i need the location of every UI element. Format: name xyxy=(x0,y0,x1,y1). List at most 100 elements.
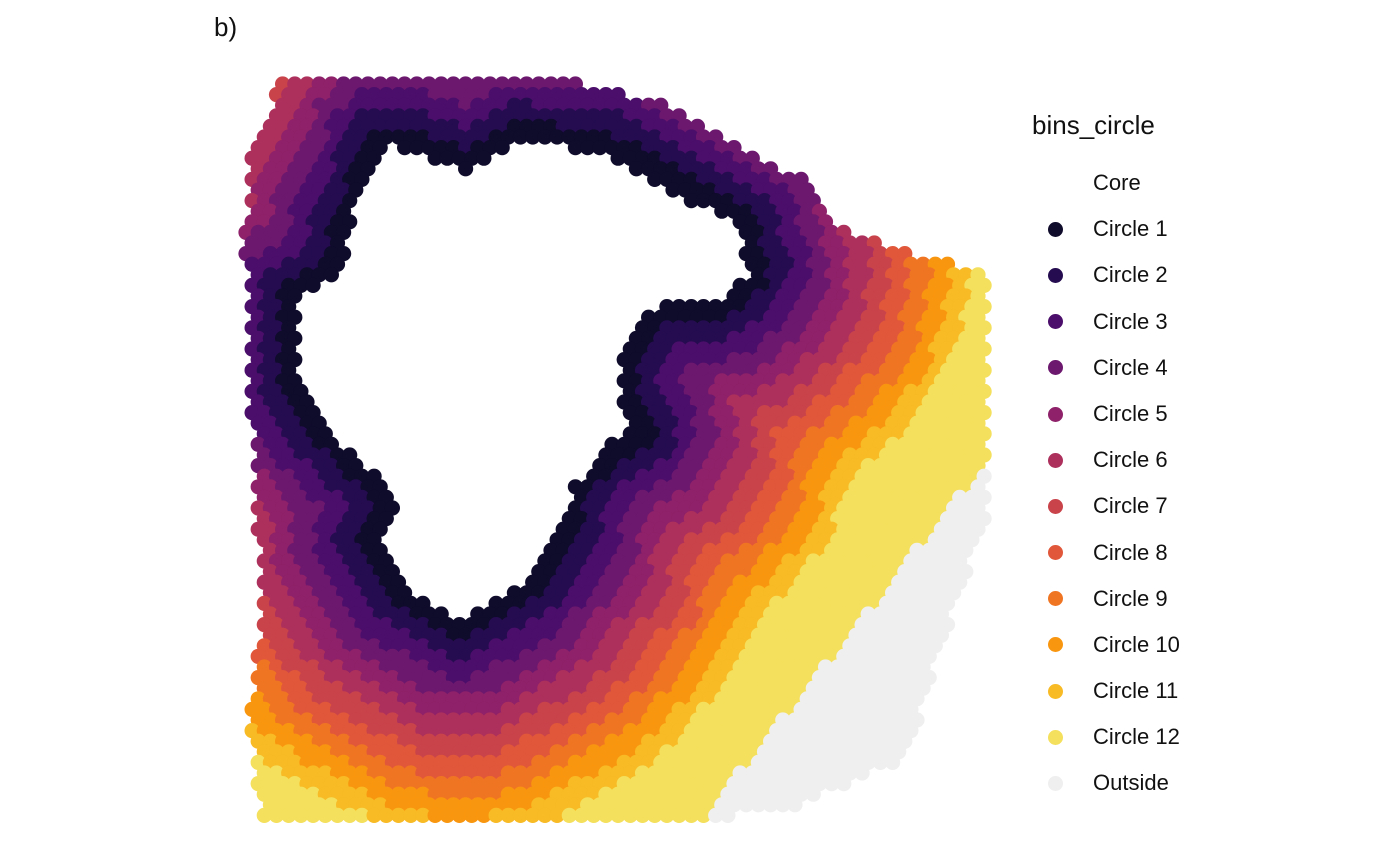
legend-label: Circle 12 xyxy=(1093,724,1180,750)
panel-tag: b) xyxy=(214,12,238,42)
spot xyxy=(610,807,626,824)
spot xyxy=(720,807,736,824)
spot xyxy=(415,807,431,824)
legend-item: Circle 7 xyxy=(1032,483,1168,529)
legend-label: Circle 3 xyxy=(1093,308,1168,334)
legend-item: Circle 11 xyxy=(1032,668,1178,714)
legend-key xyxy=(1048,498,1063,514)
spot xyxy=(317,807,333,824)
legend-key xyxy=(1048,683,1063,699)
legend-items: Core Circle 1 Circle 2 Circle 3 Circle 4 Circ… xyxy=(1032,160,1180,807)
legend-item: Circle 12 xyxy=(1032,714,1180,760)
legend-label: Circle 4 xyxy=(1093,354,1168,380)
spot xyxy=(390,807,407,824)
spot xyxy=(342,807,358,824)
spot xyxy=(854,765,870,781)
legend-item: Circle 9 xyxy=(1032,576,1168,622)
spot xyxy=(427,150,443,166)
legend-key xyxy=(1048,314,1063,330)
spot xyxy=(512,807,529,824)
spot xyxy=(738,797,754,813)
legend-key xyxy=(1048,545,1063,561)
spot xyxy=(665,182,681,198)
spot xyxy=(403,807,419,824)
spot xyxy=(525,129,541,145)
legend-item: Circle 5 xyxy=(1032,391,1168,437)
legend-item: Outside xyxy=(1032,760,1169,806)
spot xyxy=(750,797,767,813)
spot xyxy=(451,807,468,824)
spot xyxy=(464,807,480,824)
spot xyxy=(439,150,455,166)
legend-label: Circle 9 xyxy=(1093,585,1168,611)
spot xyxy=(366,807,382,824)
legend-item: Circle 10 xyxy=(1032,622,1180,668)
spot xyxy=(695,193,712,209)
spot xyxy=(647,171,663,187)
spot xyxy=(659,807,675,824)
legend-key xyxy=(1048,452,1063,468)
spot xyxy=(805,786,821,802)
legend-key xyxy=(1048,267,1063,283)
spot xyxy=(683,193,699,209)
spot xyxy=(293,807,309,824)
spot xyxy=(427,807,443,824)
legend-key xyxy=(1048,729,1063,745)
legend-key xyxy=(1048,776,1063,792)
spot xyxy=(634,807,651,824)
spot xyxy=(354,807,370,824)
legend-label: Circle 6 xyxy=(1093,447,1168,473)
spot xyxy=(268,807,285,824)
spot xyxy=(647,807,663,824)
spot-plot xyxy=(238,76,992,824)
spot xyxy=(787,797,803,813)
legend-item: Circle 1 xyxy=(1032,206,1168,252)
spot xyxy=(329,807,346,824)
spot xyxy=(409,140,425,156)
spot xyxy=(592,140,608,156)
spot xyxy=(610,150,626,166)
legend-item: Circle 4 xyxy=(1032,345,1168,391)
legend-label: Circle 5 xyxy=(1093,400,1168,426)
legend-item: Core xyxy=(1032,160,1155,206)
spot xyxy=(671,807,687,824)
spot xyxy=(305,807,321,824)
legend-label: Circle 7 xyxy=(1093,493,1168,519)
spot xyxy=(885,754,901,771)
legend-item: Circle 2 xyxy=(1032,252,1168,298)
spot xyxy=(397,140,413,156)
spot xyxy=(476,807,492,824)
legend-key xyxy=(1048,406,1063,422)
spot xyxy=(573,807,590,824)
spot xyxy=(305,277,321,293)
spot xyxy=(580,140,596,156)
spot xyxy=(439,807,455,824)
spot xyxy=(512,129,529,145)
legend-label: Core xyxy=(1093,170,1141,195)
legend-label: Circle 10 xyxy=(1093,631,1180,657)
spot xyxy=(824,776,840,792)
legend-key xyxy=(1048,221,1063,237)
spot xyxy=(281,807,297,824)
spot xyxy=(775,797,791,813)
legend-item: Circle 8 xyxy=(1032,530,1168,576)
spot xyxy=(549,129,565,145)
legend-key xyxy=(1048,591,1063,607)
legend-title: bins_circle xyxy=(1032,110,1155,140)
legend-item: Circle 3 xyxy=(1032,299,1168,345)
spot xyxy=(537,807,553,824)
spot xyxy=(525,807,541,824)
spot xyxy=(537,129,553,145)
spot xyxy=(567,140,584,156)
spot xyxy=(683,807,699,824)
spot xyxy=(598,807,614,824)
spot xyxy=(708,807,724,824)
spot xyxy=(494,140,510,156)
spot xyxy=(458,161,474,177)
spot xyxy=(586,807,602,824)
legend-key xyxy=(1048,637,1063,653)
spot xyxy=(561,807,577,824)
spot xyxy=(323,267,339,283)
spot xyxy=(763,797,779,813)
legend-label: Circle 1 xyxy=(1093,216,1168,242)
